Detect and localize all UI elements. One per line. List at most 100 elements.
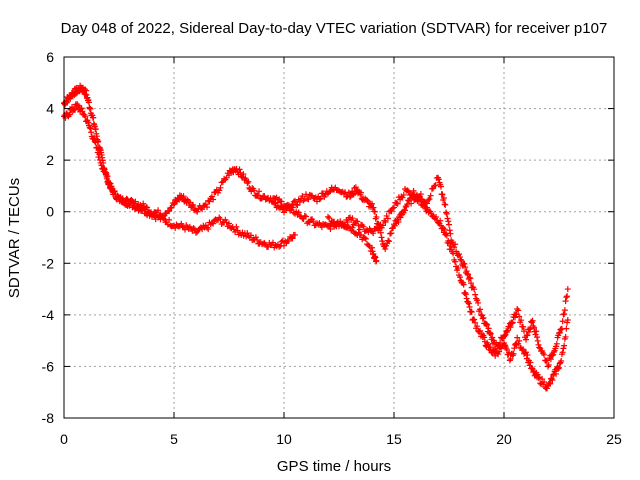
data-point (451, 244, 458, 251)
data-point (520, 346, 527, 353)
data-point (226, 220, 232, 227)
data-point (501, 341, 508, 348)
data-point (281, 209, 287, 216)
data-point (487, 330, 494, 337)
data-point (114, 193, 121, 200)
data-point (441, 201, 448, 208)
data-point (465, 300, 472, 307)
data-point (278, 198, 285, 205)
data-point (295, 209, 302, 216)
data-point (378, 234, 385, 241)
data-point (533, 328, 540, 335)
data-point (446, 227, 453, 234)
data-point (217, 184, 224, 191)
data-point (399, 194, 406, 201)
data-point (556, 329, 563, 336)
data-point (168, 204, 175, 211)
data-point (426, 196, 433, 203)
data-point (370, 204, 377, 211)
data-point (524, 332, 531, 339)
data-point (507, 355, 514, 362)
data-point (452, 258, 459, 265)
data-point (337, 218, 344, 225)
data-point (82, 113, 89, 120)
data-point (208, 193, 215, 200)
data-point (66, 111, 73, 118)
data-point (370, 230, 377, 237)
data-point (404, 201, 411, 208)
data-point (326, 215, 333, 222)
data-point (553, 370, 560, 377)
data-point (86, 124, 93, 131)
data-point (395, 219, 402, 226)
data-point (519, 347, 526, 354)
y-tick-label: -6 (42, 358, 55, 374)
data-point (561, 310, 568, 317)
data-point (464, 270, 471, 277)
data-point (252, 234, 259, 241)
data-point (521, 328, 528, 335)
data-point (445, 218, 452, 225)
data-point (466, 274, 473, 281)
data-point (92, 139, 99, 146)
data-point (210, 220, 217, 227)
data-point (388, 230, 395, 237)
data-point (497, 339, 504, 346)
data-point (362, 235, 369, 242)
data-point (91, 138, 98, 145)
data-point (474, 323, 481, 330)
data-point (541, 351, 548, 358)
data-point (440, 194, 447, 201)
data-point (456, 251, 463, 258)
data-point (562, 333, 569, 340)
y-tick-label: 4 (46, 101, 54, 117)
data-point (550, 349, 557, 356)
data-point (466, 304, 473, 311)
data-point (564, 317, 571, 324)
data-point (541, 378, 548, 385)
data-point (102, 168, 109, 175)
chart-title: Day 048 of 2022, Sidereal Day-to-day VTE… (61, 20, 608, 37)
data-point (132, 198, 139, 205)
data-point (546, 379, 553, 386)
data-point (276, 243, 283, 250)
data-point (202, 201, 209, 208)
data-point (439, 191, 446, 198)
data-point (233, 223, 240, 230)
data-point (394, 200, 401, 207)
data-point (504, 327, 511, 334)
data-point (511, 345, 518, 352)
data-point (74, 101, 81, 108)
data-point (556, 364, 562, 371)
data-point (501, 332, 508, 339)
data-point (549, 352, 556, 359)
y-tick-label: 6 (46, 49, 54, 65)
data-point (534, 337, 541, 344)
data-point (305, 196, 312, 203)
data-point (442, 201, 449, 208)
data-point (285, 237, 292, 244)
x-tick-label: 20 (496, 431, 512, 447)
y-tick-label: 2 (46, 152, 54, 168)
data-point (462, 264, 469, 271)
data-point (301, 212, 308, 219)
data-point (240, 171, 247, 178)
data-point (310, 218, 317, 225)
data-point (461, 260, 468, 267)
data-point (248, 232, 254, 239)
data-point (487, 344, 494, 351)
data-point (166, 208, 173, 215)
data-point (236, 166, 243, 173)
y-axis-title: SDTVAR / TECUs (6, 178, 23, 298)
data-point (427, 192, 434, 199)
data-point (559, 349, 566, 356)
y-tick-label: -2 (42, 255, 55, 271)
data-point (189, 202, 196, 209)
data-point (536, 344, 543, 351)
data-point (101, 166, 108, 173)
data-point (94, 144, 100, 151)
data-point (292, 231, 298, 238)
data-point (443, 232, 450, 239)
data-point (316, 196, 323, 203)
